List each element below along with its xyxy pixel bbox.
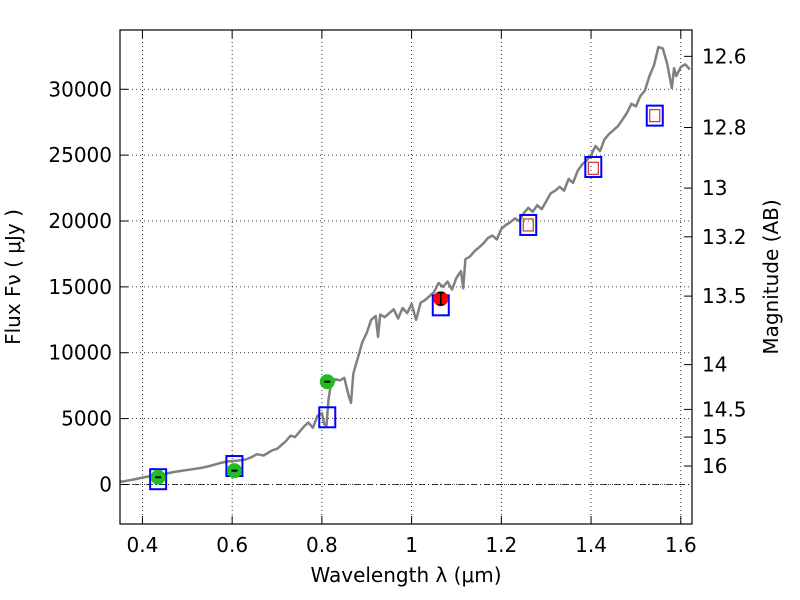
magnitude-tick-label: 16 (702, 454, 727, 478)
y-tick-label: 20000 (48, 209, 112, 233)
y-tick-label: 15000 (48, 275, 112, 299)
magnitude-tick-label: 12.6 (702, 44, 747, 68)
red-open-point (649, 109, 661, 123)
magnitude-tick-label: 13 (702, 176, 727, 200)
model-box-point (149, 468, 168, 491)
magnitude-tick-label: 15 (702, 425, 727, 449)
y-tick-labels: 0 5000 10000 15000 20000 25000 30000 (48, 77, 112, 496)
x-tick-label: 0.4 (127, 533, 159, 557)
plot-frame (119, 29, 693, 525)
axis-ticks (120, 30, 692, 524)
y-axis-label-right: Magnitude (AB) (759, 199, 783, 354)
magnitude-tick-label: 14.5 (702, 397, 747, 421)
red-open-point (522, 218, 534, 232)
model-box-point (519, 213, 538, 236)
x-tick-label: 1.4 (575, 533, 607, 557)
x-tick-label: 1.2 (485, 533, 517, 557)
y-axis-label: Flux Fν ( μJy ) (1, 209, 25, 345)
y-tick-label: 30000 (48, 77, 112, 101)
model-box-point (645, 104, 664, 127)
magnitude-tick-label: 13.2 (702, 225, 747, 249)
red-open-point (587, 161, 599, 175)
x-axis-label: Wavelength λ (μm) (310, 563, 501, 587)
magnitude-tick-label: 14 (702, 353, 727, 377)
y-tick-label: 25000 (48, 143, 112, 167)
photometry-points (149, 104, 664, 491)
x-tick-label: 1 (405, 533, 418, 557)
x-tick-label: 0.8 (306, 533, 338, 557)
spectrum (119, 45, 691, 484)
magnitude-tick-labels: 12.6 12.8 13 13.2 13.5 14 14.5 15 16 (702, 44, 747, 478)
spectrum-line (119, 45, 691, 484)
grid (120, 30, 692, 524)
magnitude-tick-label: 12.8 (702, 115, 747, 139)
model-box-point (318, 406, 337, 429)
x-tick-label: 1.6 (665, 533, 697, 557)
x-tick-label: 0.6 (216, 533, 248, 557)
x-tick-labels: 0.4 0.6 0.8 1 1.2 1.4 1.6 (127, 533, 697, 557)
y-tick-label: 0 (99, 472, 112, 496)
model-box-point (584, 156, 603, 179)
y-tick-label: 5000 (61, 407, 112, 431)
y-tick-label: 10000 (48, 341, 112, 365)
magnitude-tick-label: 13.5 (702, 284, 747, 308)
